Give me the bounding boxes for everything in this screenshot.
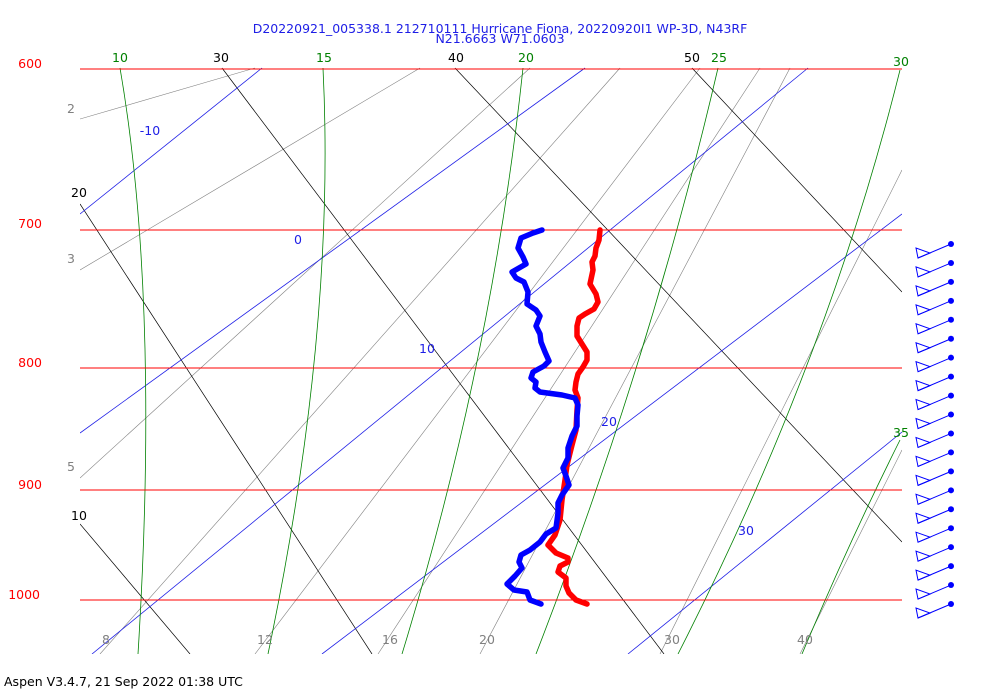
- temperature-trace: [545, 227, 603, 607]
- wind-barb: [915, 563, 954, 581]
- moist-adiabat-line: [119, 67, 147, 654]
- dry-adiabat-line: [454, 67, 902, 543]
- dry-adiabat-label: 40: [448, 50, 464, 65]
- mixing-ratio-label: 40: [797, 632, 813, 647]
- moist-adiabat-label: 35: [893, 425, 909, 440]
- moist-adiabat-label: 10: [112, 50, 128, 65]
- moist-adiabat-label: 30: [893, 54, 909, 69]
- pressure-label: 1000: [8, 587, 40, 602]
- moist-adiabat-label: 20: [518, 50, 534, 65]
- dry-adiabat-line: [80, 203, 373, 654]
- dry-adiabat-line: [221, 67, 665, 654]
- dry-adiabat-label: 50: [684, 50, 700, 65]
- wind-barb: [915, 335, 954, 354]
- isotherm-label: 0: [294, 232, 302, 247]
- isotherm-line: [80, 67, 586, 434]
- wind-barb: [915, 241, 954, 259]
- wind-barb: [915, 411, 954, 430]
- software-version-footer: Aspen V3.4.7, 21 Sep 2022 01:38 UTC: [4, 674, 243, 689]
- mixing-ratio-line: [479, 67, 791, 654]
- pressure-label: 900: [18, 477, 42, 492]
- pressure-label: 600: [18, 56, 42, 71]
- wind-barb: [915, 525, 954, 543]
- pressure-label: 700: [18, 216, 42, 231]
- isotherm-label: 30: [738, 523, 754, 538]
- sounding-traces: [504, 227, 603, 607]
- isotherm-line: [80, 67, 263, 215]
- wind-barb: [915, 487, 954, 506]
- moist-adiabat-line: [677, 69, 901, 654]
- dry-adiabat-label: 20: [71, 185, 87, 200]
- isotherm-line: [627, 431, 902, 654]
- mixing-ratio-label: 5: [67, 459, 75, 474]
- wind-barb: [915, 316, 954, 335]
- moist-adiabat-line: [267, 67, 326, 654]
- mixing-ratio-label: 12: [257, 632, 273, 647]
- dry-adiabat-label: 10: [71, 508, 87, 523]
- isotherm-label: -10: [140, 123, 160, 138]
- wind-barb: [915, 392, 954, 411]
- wind-barb: [915, 601, 954, 619]
- mixing-ratio-line: [80, 67, 256, 120]
- moist-adiabat-label: 15: [316, 50, 332, 65]
- isotherm-line: [321, 213, 902, 654]
- wind-barb: [915, 468, 954, 487]
- dry-adiabat-line: [691, 67, 902, 293]
- mixing-ratio-line: [99, 67, 621, 654]
- mixing-ratio-label: 3: [67, 251, 75, 266]
- wind-barb: [915, 449, 954, 468]
- mixing-ratio-label: 16: [382, 632, 398, 647]
- isotherm-label: 10: [419, 341, 435, 356]
- mixing-ratio-label: 20: [479, 632, 495, 647]
- isotherm-line: [91, 67, 809, 654]
- mixing-ratio-line: [80, 67, 421, 271]
- wind-barb: [915, 373, 954, 392]
- wind-barb-column: [915, 241, 954, 619]
- wind-barb: [915, 354, 954, 373]
- moist-adiabat-line: [801, 439, 901, 654]
- wind-barb: [915, 430, 954, 449]
- wind-barb: [915, 259, 954, 278]
- isotherm-label: 20: [601, 414, 617, 429]
- pressure-label: 800: [18, 355, 42, 370]
- mixing-ratio-line: [377, 67, 761, 654]
- dewpoint-trace: [504, 227, 581, 607]
- wind-barb: [915, 278, 954, 297]
- moist-adiabat-line: [535, 67, 719, 654]
- mixing-ratio-label: 2: [67, 101, 75, 116]
- dry-adiabat-label: 30: [213, 50, 229, 65]
- wind-barb: [915, 297, 954, 316]
- mixing-ratio-line: [799, 449, 902, 654]
- mixing-ratio-label: 30: [664, 632, 680, 647]
- wind-barb: [915, 506, 954, 524]
- moist-adiabat-label: 25: [711, 50, 727, 65]
- moist-adiabat-line: [401, 67, 524, 654]
- chart-title-line2: N21.6663 W71.0603: [435, 31, 565, 46]
- wind-barb: [915, 582, 954, 600]
- mixing-ratio-line: [80, 67, 531, 479]
- chart-title-line1: D20220921_005338.1 212710111 Hurricane F…: [252, 21, 748, 36]
- wind-barb: [915, 544, 954, 562]
- mixing-ratio-label: 8: [102, 632, 110, 647]
- mixing-ratio-line: [659, 169, 902, 654]
- dry-adiabat-line: [80, 523, 191, 654]
